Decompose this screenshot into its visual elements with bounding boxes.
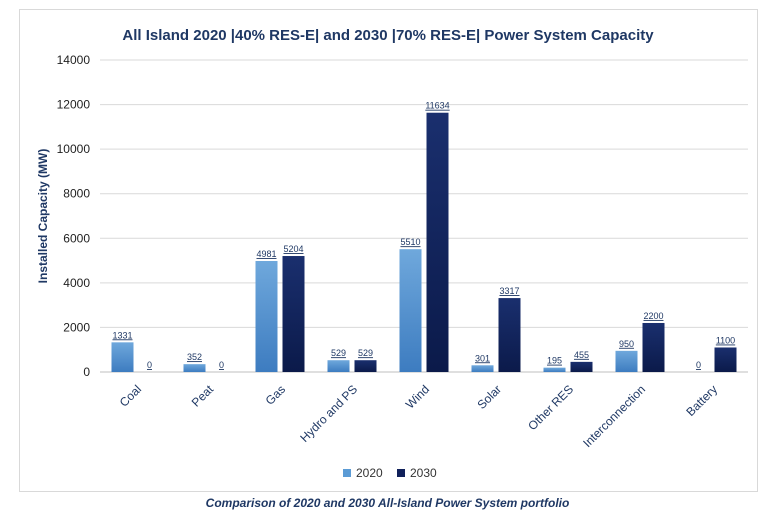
bar-2020-coal [111, 342, 134, 372]
bar-2020-peat [183, 364, 206, 372]
data-label: 3317 [499, 286, 519, 296]
bar-2030-battery [714, 347, 737, 372]
y-tick-label: 2000 [63, 320, 90, 334]
bar-2030-other-res [570, 361, 593, 372]
y-tick-label: 10000 [57, 142, 91, 156]
legend-swatch-2030 [397, 469, 405, 477]
chart-frame [19, 9, 758, 492]
data-label: 2200 [643, 311, 663, 321]
legend-label-2030: 2030 [410, 466, 437, 480]
data-label: 1331 [112, 330, 132, 340]
legend: 2020 2030 [343, 466, 437, 480]
bar-2030-interconnection [642, 322, 665, 372]
bars [111, 112, 737, 372]
y-tick-label: 8000 [63, 187, 90, 201]
chart-title: All Island 2020 |40% RES-E| and 2030 |70… [122, 27, 654, 44]
bar-2030-gas [282, 256, 305, 372]
data-label: 0 [696, 360, 701, 370]
x-tick-label: Battery [683, 382, 720, 419]
figure-caption: Comparison of 2020 and 2030 All-Island P… [205, 496, 570, 510]
data-label: 0 [147, 360, 152, 370]
y-tick-label: 6000 [63, 231, 90, 245]
data-label: 352 [187, 352, 202, 362]
data-label: 529 [358, 348, 373, 358]
legend-swatch-2020 [343, 469, 351, 477]
data-label: 301 [475, 353, 490, 363]
y-tick-label: 14000 [57, 53, 91, 67]
bar-2020-other-res [543, 367, 566, 372]
x-axis-ticks: Coal Peat Gas Hydro and PS Wind Solar Other RE… [117, 382, 720, 450]
bar-2020-interconnection [615, 350, 638, 372]
bar-2030-wind [426, 112, 449, 372]
x-tick-label: Wind [403, 382, 432, 411]
bar-2020-gas [255, 260, 278, 372]
data-label: 950 [619, 339, 634, 349]
y-axis-label: Installed Capacity (MW) [36, 149, 50, 284]
bar-2030-solar [498, 298, 521, 372]
x-tick-label: Hydro and PS [297, 382, 360, 445]
data-label: 195 [547, 356, 562, 366]
bar-2020-wind [399, 249, 422, 372]
x-tick-label: Peat [189, 382, 217, 410]
data-label: 5510 [400, 237, 420, 247]
data-label: 11634 [425, 101, 449, 111]
x-tick-label: Interconnection [580, 382, 648, 450]
x-tick-label: Other RES [525, 382, 576, 433]
data-label: 5204 [283, 244, 303, 254]
y-axis-ticks: 0 2000 4000 6000 8000 10000 12000 14000 [57, 53, 91, 379]
bar-2020-solar [471, 365, 494, 372]
data-label: 0 [219, 360, 224, 370]
grid-lines [100, 59, 748, 373]
data-label: 4981 [256, 249, 276, 259]
bar-2020-hydro-and-ps [327, 360, 350, 372]
x-tick-label: Gas [263, 382, 288, 407]
x-tick-label: Solar [474, 382, 504, 412]
y-tick-label: 0 [83, 365, 90, 379]
data-labels: 1331 0 352 0 4981 5204 529 529 5510 11634 301 3317 1… [112, 101, 735, 370]
bar-2030-hydro-and-ps [354, 360, 377, 372]
y-tick-label: 12000 [57, 98, 91, 112]
data-label: 1100 [716, 335, 735, 345]
data-label: 529 [331, 348, 346, 358]
legend-label-2020: 2020 [356, 466, 383, 480]
x-tick-label: Coal [117, 382, 144, 409]
y-tick-label: 4000 [63, 276, 90, 290]
data-label: 455 [574, 350, 589, 360]
